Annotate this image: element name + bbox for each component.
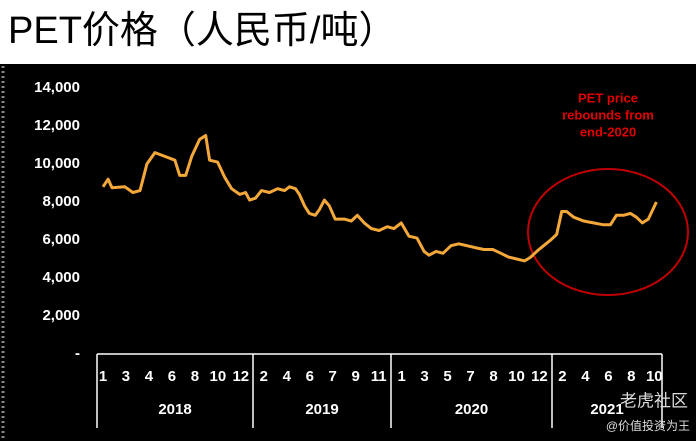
x-tick-label: 6 <box>604 368 612 385</box>
x-tick-label: 6 <box>306 368 314 385</box>
x-tick-label: 10 <box>210 368 227 385</box>
year-label: 2018 <box>158 401 191 418</box>
y-tick-label: 8,000 <box>42 193 80 210</box>
watermark: 老虎社区 <box>620 391 688 410</box>
x-tick-label: 6 <box>168 368 176 385</box>
y-tick-label: 10,000 <box>34 155 80 172</box>
x-tick-label: 8 <box>191 368 199 385</box>
x-tick-label: 1 <box>397 368 405 385</box>
x-tick-label: 7 <box>466 368 474 385</box>
chart-title: PET价格（人民币/吨） <box>8 10 396 52</box>
x-tick-label: 11 <box>371 368 387 385</box>
x-tick-label: 9 <box>352 368 360 385</box>
plot-background <box>0 64 696 441</box>
x-tick-label: 12 <box>531 368 548 385</box>
x-tick-label: 10 <box>646 368 663 385</box>
y-tick-label: 12,000 <box>34 117 80 134</box>
price-line <box>101 134 658 263</box>
y-tick-label: 4,000 <box>42 269 80 286</box>
annotation: end-2020 <box>580 124 636 139</box>
x-tick-label: 10 <box>508 368 525 385</box>
annotation: PET price <box>578 90 638 105</box>
x-tick-label: 1 <box>99 368 107 385</box>
x-tick-label: 2 <box>558 368 566 385</box>
x-tick-label: 4 <box>145 368 154 385</box>
y-tick-label: 14,000 <box>34 79 80 96</box>
x-tick-label: 7 <box>329 368 337 385</box>
x-tick-label: 4 <box>581 368 590 385</box>
x-tick-label: 3 <box>122 368 130 385</box>
year-label: 2020 <box>455 401 488 418</box>
y-tick-label: 2,000 <box>42 307 80 324</box>
annotation: rebounds from <box>562 107 654 122</box>
x-tick-label: 8 <box>627 368 635 385</box>
y-tick-label: - <box>75 345 80 362</box>
x-tick-label: 12 <box>232 368 249 385</box>
x-tick-label: 8 <box>489 368 497 385</box>
highlight-ellipse <box>527 168 689 296</box>
year-label: 2021 <box>590 401 623 418</box>
year-label: 2019 <box>305 401 338 418</box>
watermark: @价值投资为王 <box>606 418 690 433</box>
x-tick-label: 4 <box>283 368 292 385</box>
x-tick-label: 2 <box>260 368 268 385</box>
x-tick-label: 5 <box>443 368 451 385</box>
x-tick-label: 3 <box>420 368 428 385</box>
y-tick-label: 6,000 <box>42 231 80 248</box>
